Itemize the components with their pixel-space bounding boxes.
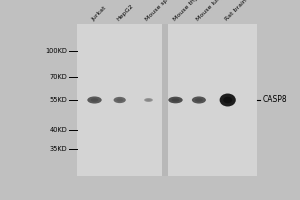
Ellipse shape	[223, 97, 232, 103]
Text: Mouse lung: Mouse lung	[195, 0, 224, 22]
Ellipse shape	[192, 96, 206, 104]
Ellipse shape	[172, 98, 179, 102]
Ellipse shape	[87, 96, 102, 104]
Text: 70KD: 70KD	[50, 74, 68, 80]
Bar	[76, 24, 256, 176]
Ellipse shape	[114, 97, 126, 103]
Text: 35KD: 35KD	[50, 146, 68, 152]
Ellipse shape	[220, 94, 236, 106]
Text: HepG2: HepG2	[116, 3, 135, 22]
Text: Mouse thymus: Mouse thymus	[172, 0, 208, 22]
Ellipse shape	[195, 98, 203, 102]
Text: 40KD: 40KD	[50, 127, 68, 133]
Ellipse shape	[144, 98, 153, 102]
Text: Mouse spleen: Mouse spleen	[145, 0, 179, 22]
Text: Jurkat: Jurkat	[91, 5, 108, 22]
Ellipse shape	[91, 98, 98, 102]
Ellipse shape	[116, 98, 123, 102]
Text: Rat brain: Rat brain	[224, 0, 248, 22]
Ellipse shape	[146, 99, 151, 101]
Text: CASP8: CASP8	[262, 96, 287, 104]
Ellipse shape	[168, 97, 183, 103]
Text: 100KD: 100KD	[46, 48, 68, 54]
Bar	[162, 24, 168, 176]
Text: 55KD: 55KD	[50, 97, 68, 103]
